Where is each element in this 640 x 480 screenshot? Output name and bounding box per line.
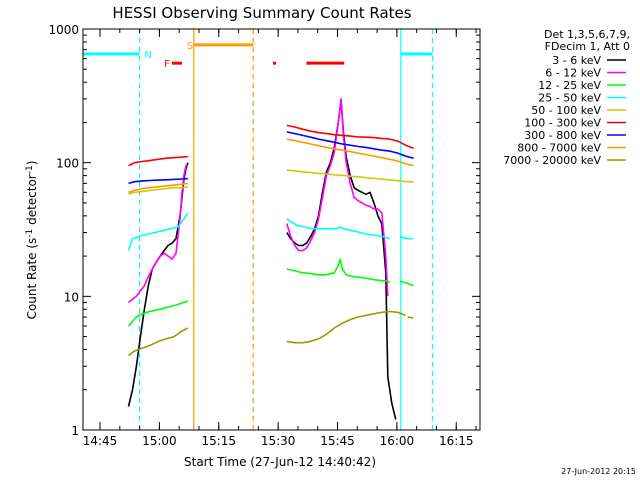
plot-frame [82, 28, 481, 431]
x-axis-label: Start Time (27-Jun-12 14:40:42) [184, 455, 376, 469]
series-line-5-seg-0 [128, 155, 188, 167]
y-axis-label-part2: detector [25, 174, 39, 229]
series-layer [127, 98, 414, 420]
series-line-1-seg-1 [286, 98, 389, 297]
series-line-3-seg-0 [127, 212, 189, 251]
legend-label-0: 3 - 6 keV [552, 54, 601, 67]
legend: Det 1,3,5,6,7,9,FDecim 1, Att 03 - 6 keV… [503, 28, 630, 167]
series-line-6-seg-0 [128, 177, 188, 185]
legend-header-0: Det 1,3,5,6,7,9, [544, 28, 630, 41]
legend-header-1: FDecim 1, Att 0 [545, 40, 630, 53]
y-axis-label-sup1: -1 [25, 229, 35, 238]
flag-label-S: S [187, 41, 193, 52]
x-tick-label-2: 15:15 [201, 434, 236, 448]
legend-label-3: 25 - 50 keV [538, 92, 601, 105]
y-axis-label-sup2: -1 [25, 165, 35, 174]
series-line-4-seg-1 [286, 169, 414, 183]
legend-label-6: 300 - 800 keV [524, 129, 601, 142]
series-line-1-seg-0 [128, 164, 188, 304]
series-line-7-seg-0 [128, 182, 189, 194]
marker-lines [139, 29, 434, 430]
chart-title: HESSI Observing Summary Count Rates [112, 4, 411, 22]
series-line-2-seg-2 [399, 280, 414, 287]
series-line-5-seg-1 [286, 124, 414, 150]
y-tick-label-3: 1000 [48, 23, 79, 37]
series-line-2-seg-1 [286, 258, 390, 283]
series-line-3-seg-2 [399, 235, 414, 240]
series-line-6-seg-1 [286, 131, 414, 159]
x-axis: 14:45 15:00 15:15 15:30 15:45 16:00 16:15 [83, 29, 477, 448]
series-line-0-seg-0 [127, 162, 189, 407]
y-tick-label-0: 1 [71, 424, 79, 438]
series-line-3-seg-1 [286, 218, 391, 240]
flag-layer: N S F [83, 41, 433, 70]
flag-label-N: N [144, 50, 151, 61]
x-tick-label-0: 14:45 [83, 434, 118, 448]
legend-label-5: 100 - 300 keV [524, 117, 601, 130]
y-axis-label: Count Rate (s-1 detector-1) [25, 161, 39, 320]
legend-label-7: 800 - 7000 keV [517, 142, 601, 155]
legend-label-2: 12 - 25 keV [538, 79, 601, 92]
series-line-4-seg-0 [128, 186, 189, 196]
y-axis: 1 10 100 1000 [48, 23, 480, 438]
legend-label-1: 6 - 12 keV [545, 67, 601, 80]
x-tick-label-4: 15:45 [320, 434, 355, 448]
y-axis-label-part1: Count Rate (s [25, 238, 39, 320]
series-line-8-seg-0 [128, 327, 189, 357]
series-line-7-seg-1 [286, 138, 414, 167]
series-line-8-seg-1 [286, 310, 406, 344]
series-line-8-seg-2 [407, 316, 414, 319]
legend-label-4: 50 - 100 keV [531, 104, 601, 117]
x-tick-label-1: 15:00 [142, 434, 177, 448]
x-tick-label-3: 15:30 [261, 434, 296, 448]
flag-label-F: F [164, 59, 170, 70]
series-line-2-seg-0 [127, 300, 189, 327]
legend-label-8: 7000 - 20000 keV [503, 154, 601, 167]
y-axis-label-part3: ) [25, 161, 39, 166]
x-tick-label-6: 16:15 [439, 434, 474, 448]
y-tick-label-2: 100 [56, 157, 79, 171]
footer-timestamp: 27-Jun-2012 20:15 [561, 467, 636, 476]
y-tick-label-1: 10 [64, 290, 79, 304]
x-tick-label-5: 16:00 [380, 434, 415, 448]
